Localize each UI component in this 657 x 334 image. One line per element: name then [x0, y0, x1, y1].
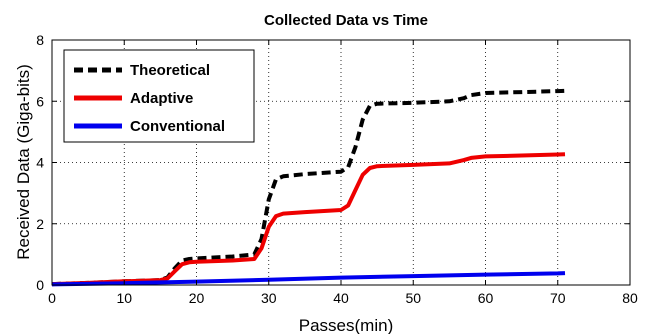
- x-tick-label: 10: [116, 290, 132, 306]
- x-tick-label: 60: [478, 290, 494, 306]
- x-tick-label: 30: [261, 290, 277, 306]
- x-tick-label: 50: [405, 290, 421, 306]
- x-tick-label: 80: [622, 290, 638, 306]
- y-tick-label: 0: [36, 277, 44, 293]
- y-tick-label: 8: [36, 32, 44, 48]
- x-tick-label: 40: [333, 290, 349, 306]
- y-tick-label: 2: [36, 216, 44, 232]
- legend: Theoretical Adaptive Conventional: [63, 49, 255, 143]
- y-tick-label: 6: [36, 93, 44, 109]
- chart-title: Collected Data vs Time: [264, 12, 428, 29]
- series-line-adaptive: [51, 152, 566, 287]
- x-tick-label: 20: [189, 290, 205, 306]
- x-tick-label: 0: [48, 290, 56, 306]
- legend-label-theoretical: Theoretical: [130, 62, 210, 79]
- y-tick-label: 4: [36, 155, 44, 171]
- series-lines: [51, 88, 566, 287]
- x-axis-label: Passes(min): [299, 316, 393, 334]
- series-line-theoretical: [51, 88, 566, 287]
- x-tick-label: 70: [550, 290, 566, 306]
- legend-label-adaptive: Adaptive: [130, 90, 193, 107]
- axis-ticks: 0 10 20 30 40 50 60 70 80 0 2 4 6 8: [36, 32, 638, 306]
- y-axis-label: Received Data (Giga-bits): [14, 64, 33, 260]
- series-line-conventional: [51, 271, 566, 287]
- legend-label-conventional: Conventional: [130, 118, 225, 135]
